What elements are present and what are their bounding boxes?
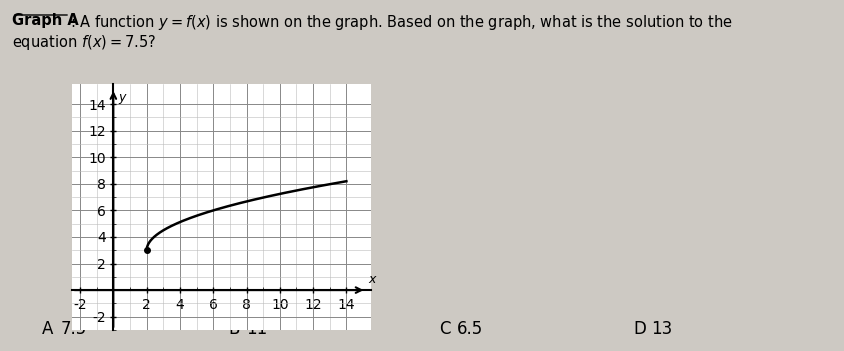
Text: D: D xyxy=(633,320,646,338)
Text: 6.5: 6.5 xyxy=(457,320,483,338)
Text: equation $f(x) = 7.5?$: equation $f(x) = 7.5?$ xyxy=(12,33,156,52)
Text: A: A xyxy=(42,320,53,338)
Text: y: y xyxy=(118,91,126,104)
Text: x: x xyxy=(368,273,376,286)
Text: Graph A: Graph A xyxy=(12,13,78,28)
Text: 7.5: 7.5 xyxy=(60,320,86,338)
Text: B: B xyxy=(228,320,239,338)
Text: 11: 11 xyxy=(246,320,268,338)
Text: C: C xyxy=(439,320,451,338)
Text: : A function $y = f(x)$ is shown on the graph. Based on the graph, what is the s: : A function $y = f(x)$ is shown on the … xyxy=(70,13,733,32)
Text: 13: 13 xyxy=(651,320,673,338)
